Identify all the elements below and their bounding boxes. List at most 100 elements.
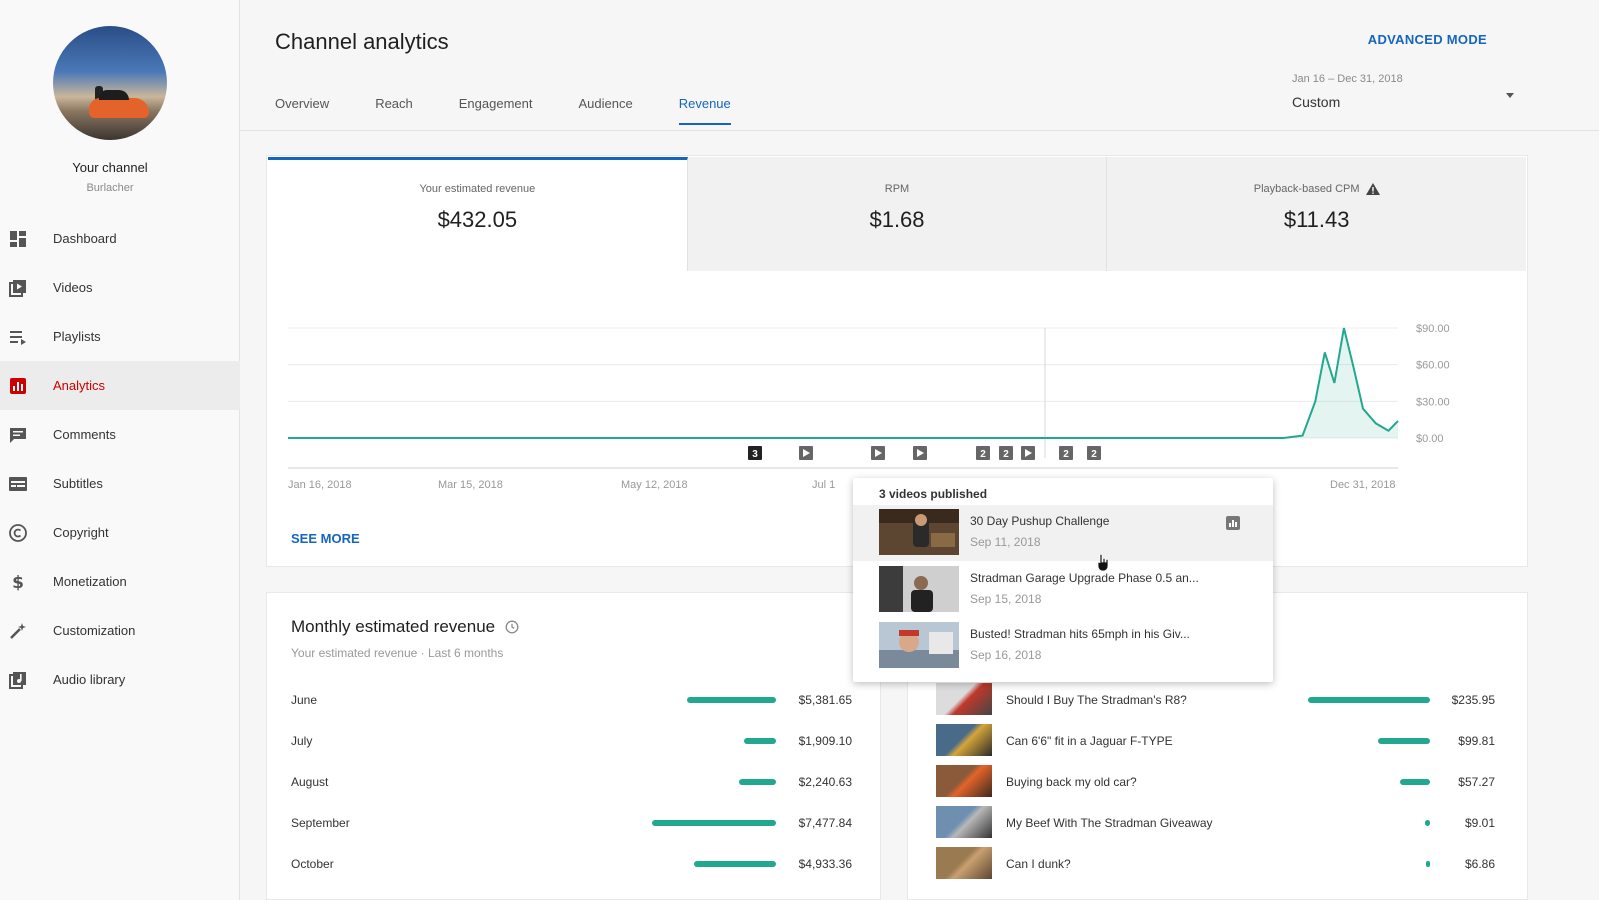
- info-clock-icon[interactable]: [505, 620, 519, 634]
- sidebar-item-comments[interactable]: Comments: [0, 410, 240, 459]
- metric-playback-cpm[interactable]: Playback-based CPM $11.43: [1107, 157, 1527, 271]
- sidebar-nav: Dashboard Videos Playlists Analytics Com…: [0, 214, 240, 704]
- avatar-car: [89, 90, 149, 118]
- popup-title: 3 videos published: [879, 487, 988, 501]
- sidebar-item-label: Videos: [53, 280, 93, 295]
- publish-marker-count: 3: [752, 449, 758, 460]
- video-revenue-value: $99.81: [1458, 734, 1495, 748]
- video-title[interactable]: Can 6'6" fit in a Jaguar F-TYPE: [1006, 734, 1173, 748]
- audio-library-icon: [8, 670, 28, 690]
- customization-icon: [8, 621, 28, 641]
- sidebar-item-videos[interactable]: Videos: [0, 263, 240, 312]
- sidebar-item-label: Monetization: [53, 574, 127, 589]
- month-revenue-value: $4,933.36: [798, 857, 852, 871]
- publish-marker: [748, 446, 762, 460]
- popup-video-title: 30 Day Pushup Challenge: [970, 514, 1110, 528]
- chart-y-tick-label: $0.00: [1416, 433, 1444, 445]
- video-thumbnail[interactable]: [936, 724, 992, 756]
- tab-overview[interactable]: Overview: [275, 96, 330, 111]
- publish-marker-count: 2: [1063, 449, 1069, 460]
- chart-x-tick-label: Mar 15, 2018: [438, 479, 503, 491]
- publish-marker-count: 2: [980, 449, 986, 460]
- sidebar-item-customization[interactable]: Customization: [0, 606, 240, 655]
- video-thumbnail[interactable]: [936, 683, 992, 715]
- sidebar-item-label: Comments: [53, 427, 116, 442]
- chart-y-tick-label: $90.00: [1416, 323, 1450, 335]
- video-thumbnail[interactable]: [936, 765, 992, 797]
- chart-x-tick-label: Dec 31, 2018: [1330, 479, 1395, 491]
- popup-video-row[interactable]: Busted! Stradman hits 65mph in his Giv..…: [853, 618, 1273, 674]
- video-thumbnail: [879, 509, 959, 555]
- caret-down-icon[interactable]: [1503, 88, 1517, 102]
- analytics-tabs: Overview Reach Engagement Audience Reven…: [275, 96, 777, 125]
- publish-marker: [1059, 446, 1073, 460]
- sidebar-item-label: Analytics: [53, 378, 106, 393]
- sidebar-item-copyright[interactable]: Copyright: [0, 508, 240, 557]
- dashboard-icon: [8, 229, 28, 249]
- publish-marker: [1087, 446, 1101, 460]
- chart-y-tick-label: $30.00: [1416, 396, 1450, 408]
- month-label: June: [291, 693, 318, 707]
- tab-reach[interactable]: Reach: [375, 96, 413, 111]
- tab-engagement[interactable]: Engagement: [458, 96, 533, 111]
- play-icon: [1025, 449, 1032, 457]
- copyright-icon: [8, 523, 28, 543]
- sidebar-item-label: Audio library: [53, 672, 126, 687]
- revenue-bar: [1400, 779, 1430, 785]
- play-icon: [917, 449, 924, 457]
- sidebar-item-playlists[interactable]: Playlists: [0, 312, 240, 361]
- play-icon: [803, 449, 810, 457]
- metric-label: Your estimated revenue: [419, 183, 536, 195]
- month-revenue-value: $5,381.65: [798, 693, 852, 707]
- sidebar-item-dashboard[interactable]: Dashboard: [0, 214, 240, 263]
- date-range: Jan 16 – Dec 31, 2018: [1292, 73, 1403, 85]
- popup-video-row[interactable]: 30 Day Pushup Challenge Sep 11, 2018: [853, 505, 1273, 561]
- date-preset-dropdown[interactable]: Custom: [1292, 94, 1341, 110]
- video-title[interactable]: Buying back my old car?: [1006, 775, 1137, 789]
- sidebar-item-subtitles[interactable]: Subtitles: [0, 459, 240, 508]
- month-revenue-value: $1,909.10: [798, 734, 852, 748]
- tab-audience[interactable]: Audience: [578, 96, 633, 111]
- metric-tabs: Your estimated revenue $432.05 RPM $1.68…: [268, 157, 1527, 271]
- videos-published-popup: 3 videos published 30 Day Pushup Challen…: [853, 478, 1273, 682]
- metric-estimated-revenue[interactable]: Your estimated revenue $432.05: [268, 157, 688, 271]
- month-revenue-value: $7,477.84: [798, 816, 852, 830]
- video-revenue-value: $57.27: [1458, 775, 1495, 789]
- channel-avatar[interactable]: [53, 26, 167, 140]
- sidebar-item-analytics[interactable]: Analytics: [0, 361, 240, 410]
- advanced-mode-button[interactable]: ADVANCED MODE: [1367, 32, 1487, 47]
- video-title[interactable]: Can I dunk?: [1006, 857, 1071, 871]
- revenue-bar: [686, 697, 776, 703]
- revenue-bar: [1426, 861, 1430, 867]
- publish-marker-count: 2: [1091, 449, 1097, 460]
- sidebar-item-audio-library[interactable]: Audio library: [0, 655, 240, 704]
- monthly-revenue-card: [266, 592, 881, 900]
- sidebar-item-monetization[interactable]: $ Monetization: [0, 557, 240, 606]
- revenue-bar: [1378, 738, 1430, 744]
- metric-value: $1.68: [869, 207, 925, 232]
- analytics-icon[interactable]: [1225, 515, 1241, 531]
- popup-video-title: Stradman Garage Upgrade Phase 0.5 an...: [970, 571, 1199, 585]
- svg-text:$: $: [12, 573, 24, 592]
- playlists-icon: [8, 327, 28, 347]
- month-label: August: [291, 775, 329, 789]
- analytics-icon: [8, 376, 28, 396]
- video-title[interactable]: Should I Buy The Stradman's R8?: [1006, 693, 1187, 707]
- video-thumbnail[interactable]: [936, 847, 992, 879]
- revenue-bar: [738, 779, 776, 785]
- popup-video-row[interactable]: Stradman Garage Upgrade Phase 0.5 an... …: [853, 562, 1273, 618]
- video-title[interactable]: My Beef With The Stradman Giveaway: [1006, 816, 1213, 830]
- warning-icon[interactable]: [1365, 183, 1380, 195]
- sidebar-item-label: Playlists: [53, 329, 101, 344]
- month-label: September: [291, 816, 350, 830]
- monetization-icon: $: [8, 572, 28, 592]
- see-more-link[interactable]: SEE MORE: [291, 531, 360, 546]
- comments-icon: [8, 425, 28, 445]
- revenue-bar: [744, 738, 776, 744]
- metric-rpm[interactable]: RPM $1.68: [687, 157, 1108, 271]
- tab-revenue[interactable]: Revenue: [678, 96, 731, 125]
- revenue-line-chart[interactable]: $90.00 $60.00 $30.00 $0.00 3 2 2 2 2 Jan 16, 2018…: [288, 318, 1488, 498]
- video-thumbnail[interactable]: [936, 806, 992, 838]
- chart-x-tick-label: May 12, 2018: [621, 479, 688, 491]
- revenue-bar: [1308, 697, 1430, 703]
